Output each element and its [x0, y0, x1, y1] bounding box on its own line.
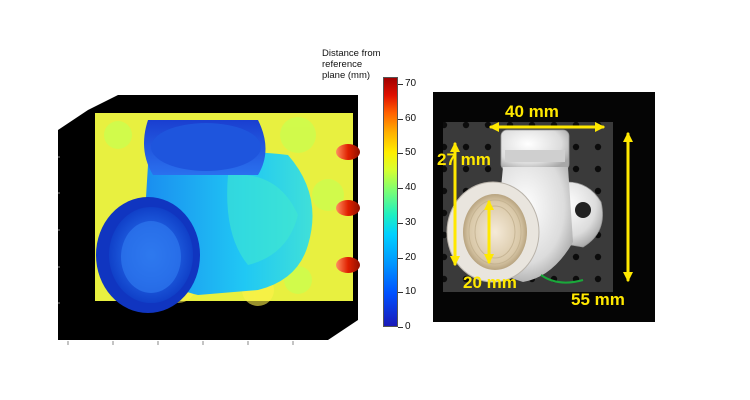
colorbar-tick — [398, 222, 403, 224]
colorbar-tick-label: 20 — [405, 251, 417, 263]
colorbar-tick-label: 50 — [405, 147, 417, 159]
colorbar-tick — [398, 84, 403, 85]
colorbar-tick-label: 60 — [405, 112, 417, 124]
colorbar-tick — [398, 292, 403, 294]
colorbar — [383, 77, 398, 327]
colorbar-tick-label: 40 — [405, 182, 417, 194]
dimension-label-height-right: 55 mm — [571, 290, 625, 309]
colorbar-tick-label: 30 — [405, 216, 417, 228]
colorbar-tick — [398, 327, 403, 328]
part-photo: 40 mm 27 mm 20 mm 55 mm — [433, 92, 655, 322]
colorbar-tick — [398, 118, 403, 120]
colorbar-tick — [398, 153, 403, 155]
dimension-label-height-left: 27 mm — [437, 150, 491, 169]
dimension-label-width: 40 mm — [505, 102, 559, 121]
colorbar-tick-label: 70 — [405, 78, 417, 89]
colorbar-tick-label: 10 — [405, 286, 417, 298]
depth-map-image — [58, 95, 360, 345]
part-illustration — [443, 122, 633, 292]
colorbar-tick-label: 0 — [405, 321, 411, 332]
colorbar-tick — [398, 257, 403, 259]
colorbar-title: Distance from reference plane (mm) — [322, 48, 381, 81]
colorbar-tick — [398, 188, 403, 190]
dimension-label-inner: 20 mm — [463, 273, 517, 292]
